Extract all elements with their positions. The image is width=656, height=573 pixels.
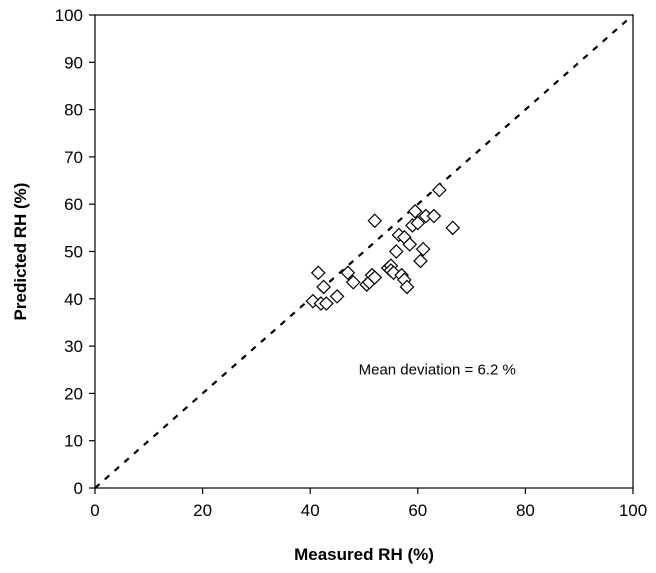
y-tick-label: 40 — [64, 290, 83, 309]
data-point — [445, 220, 461, 236]
data-point — [388, 244, 404, 259]
data-point — [318, 296, 334, 311]
data-point — [431, 182, 447, 198]
data-point — [399, 279, 415, 295]
y-tick-label: 30 — [64, 337, 83, 356]
x-axis: 0 20 40 60 80 100 — [90, 488, 647, 520]
y-axis: 0 10 20 30 40 50 60 70 80 90 100 — [55, 6, 95, 498]
plot-area — [94, 14, 634, 489]
data-point — [413, 253, 428, 269]
data-point — [402, 237, 418, 252]
y-tick-label: 90 — [64, 53, 83, 72]
reference-line — [94, 14, 634, 489]
data-point — [426, 208, 442, 224]
x-tick-label: 100 — [619, 501, 647, 520]
y-tick-label: 50 — [64, 243, 83, 262]
x-tick-label: 60 — [408, 501, 427, 520]
x-tick-label: 40 — [301, 501, 320, 520]
data-point — [340, 265, 356, 281]
y-tick-label: 70 — [64, 148, 83, 167]
mean-deviation-annotation: Mean deviation = 6.2 % — [359, 361, 516, 378]
x-axis-title: Measured RH (%) — [294, 545, 434, 564]
x-tick-label: 20 — [193, 501, 212, 520]
data-point — [345, 274, 361, 290]
y-tick-label: 100 — [55, 6, 83, 25]
data-point — [367, 270, 383, 285]
y-tick-label: 20 — [64, 384, 83, 403]
y-tick-label: 10 — [64, 432, 83, 451]
data-point — [407, 203, 423, 219]
y-axis-title: Predicted RH (%) — [11, 183, 30, 321]
data-point — [316, 279, 331, 295]
data-point — [367, 213, 383, 229]
x-tick-label: 0 — [90, 501, 99, 520]
y-tick-label: 0 — [74, 479, 83, 498]
y-tick-label: 60 — [64, 195, 83, 214]
y-tick-label: 80 — [64, 101, 83, 120]
data-points — [305, 182, 461, 311]
data-point — [329, 289, 345, 304]
x-tick-label: 80 — [516, 501, 535, 520]
data-point — [310, 265, 326, 281]
data-point — [410, 215, 426, 231]
data-point — [415, 241, 431, 257]
